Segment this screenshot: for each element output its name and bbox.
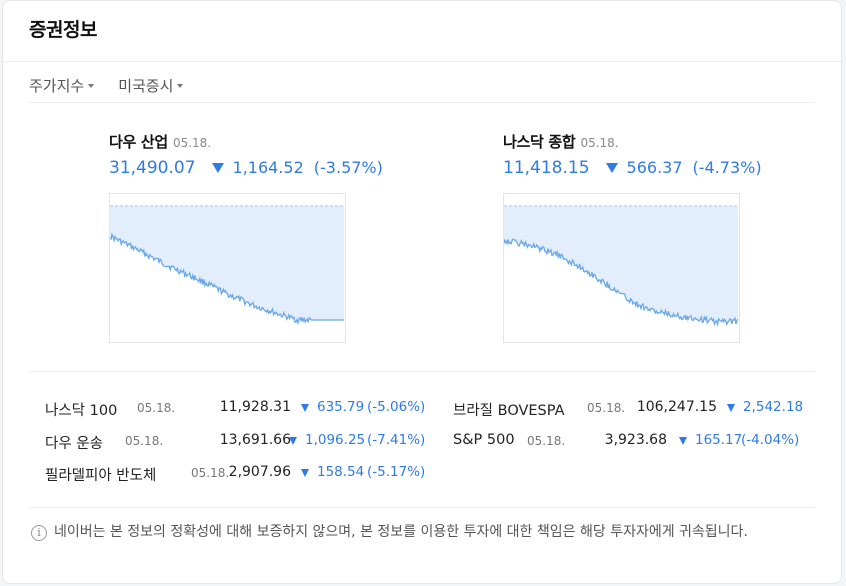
tab-stock-index[interactable]: 주가지수	[29, 75, 95, 96]
sub-index-date: 05.18.	[587, 401, 626, 415]
index-rate: (-4.73%)	[692, 158, 762, 177]
sub-index-row-sp-500[interactable]: S&P 500 05.18. 3,923.68 165.17 (-4.04%)	[453, 432, 813, 452]
dow-industrial-chart-graphic	[110, 205, 345, 326]
card-title: 증권정보	[29, 19, 97, 41]
index-value: 31,490.07	[109, 158, 196, 178]
down-arrow-icon	[605, 163, 618, 173]
sub-index-rate: (-5.06%)	[367, 399, 426, 415]
down-arrow-icon	[727, 404, 735, 412]
tab-label: 미국증시	[118, 77, 174, 95]
tab-bar: 주가지수 미국증시	[29, 75, 184, 96]
sub-index-change: 1,096.25	[305, 432, 366, 448]
sub-index-name: 다우 운송	[45, 436, 103, 452]
index-value: 11,418.15	[503, 158, 590, 178]
divider	[29, 102, 815, 103]
sub-index-value: 13,691.66	[219, 432, 291, 448]
sub-index-row-nasdaq-100[interactable]: 나스닥 100 05.18. 11,928.31 635.79 (-5.06%)	[45, 399, 425, 419]
sub-index-name: 필라델피아 반도체	[45, 468, 157, 484]
sub-index-change: 158.54	[317, 464, 365, 480]
caret-down-icon	[177, 83, 184, 88]
down-arrow-icon	[679, 437, 687, 445]
tab-us-market[interactable]: 미국증시	[118, 75, 184, 96]
sub-index-date: 05.18.	[125, 434, 164, 448]
sub-index-value: 11,928.31	[219, 399, 291, 415]
index-name: 다우 산업	[109, 133, 168, 151]
sub-index-name: S&P 500	[453, 432, 515, 448]
index-name: 나스닥 종합	[503, 133, 576, 151]
chart-line	[504, 238, 739, 327]
down-arrow-icon	[289, 437, 297, 445]
sub-index-row-philadelphia-semiconductor[interactable]: 필라델피아 반도체 05.18. 2,907.96 158.54 (-5.17%…	[45, 464, 425, 484]
main-index-dow-industrial[interactable]: 다우 산업 05.18. 31,490.07 1,164.52 (-3.57%)	[109, 131, 383, 178]
sub-index-date: 05.18.	[191, 466, 230, 480]
sub-index-row-dow-transport[interactable]: 다우 운송 05.18. 13,691.66 1,096.25 (-7.41%)	[45, 432, 425, 452]
nasdaq-composite-chart-graphic	[504, 205, 739, 327]
sub-index-rate: (-4.04%)	[741, 432, 800, 448]
index-rate: (-3.57%)	[313, 158, 383, 177]
index-change: 1,164.52	[232, 158, 304, 177]
main-index-nasdaq-composite[interactable]: 나스닥 종합 05.18. 11,418.15 566.37 (-4.73%)	[503, 131, 762, 178]
disclaimer-text: 네이버는 본 정보의 정확성에 대해 보증하지 않으며, 본 정보를 이용한 투…	[54, 524, 748, 540]
down-arrow-icon	[211, 163, 224, 173]
sub-index-value: 2,907.96	[228, 464, 291, 480]
down-arrow-icon	[301, 404, 309, 412]
down-arrow-icon	[301, 469, 309, 477]
sub-index-date: 05.18.	[527, 434, 566, 448]
sub-index-date: 05.18.	[137, 401, 176, 415]
divider	[29, 507, 815, 508]
sub-index-row-brazil-bovespa[interactable]: 브라질 BOVESPA 05.18. 106,247.15 2,542.18	[453, 399, 813, 419]
caret-down-icon	[88, 83, 95, 88]
sub-index-change: 2,542.18	[743, 399, 804, 415]
chart-line	[110, 232, 344, 326]
divider	[3, 61, 841, 62]
sub-index-rate: (-5.17%)	[367, 464, 426, 480]
info-icon: i	[31, 525, 47, 541]
sub-index-name: 브라질 BOVESPA	[453, 403, 565, 419]
index-date: 05.18.	[580, 136, 619, 150]
chart-area	[110, 206, 344, 323]
index-date: 05.18.	[172, 136, 212, 150]
tab-label: 주가지수	[29, 77, 85, 95]
index-change: 566.37	[626, 158, 683, 177]
sub-index-change: 635.79	[317, 399, 365, 415]
chart-area	[504, 206, 738, 325]
dow-industrial-chart[interactable]	[109, 193, 346, 343]
sub-index-name: 나스닥 100	[45, 403, 118, 419]
divider	[29, 371, 815, 372]
nasdaq-composite-chart[interactable]	[503, 193, 740, 343]
sub-index-change: 165.17	[695, 432, 743, 448]
disclaimer: i 네이버는 본 정보의 정확성에 대해 보증하지 않으며, 본 정보를 이용한…	[31, 523, 821, 542]
sub-index-rate: (-7.41%)	[367, 432, 426, 448]
sub-index-value: 3,923.68	[604, 432, 667, 448]
sub-index-value: 106,247.15	[636, 399, 717, 415]
